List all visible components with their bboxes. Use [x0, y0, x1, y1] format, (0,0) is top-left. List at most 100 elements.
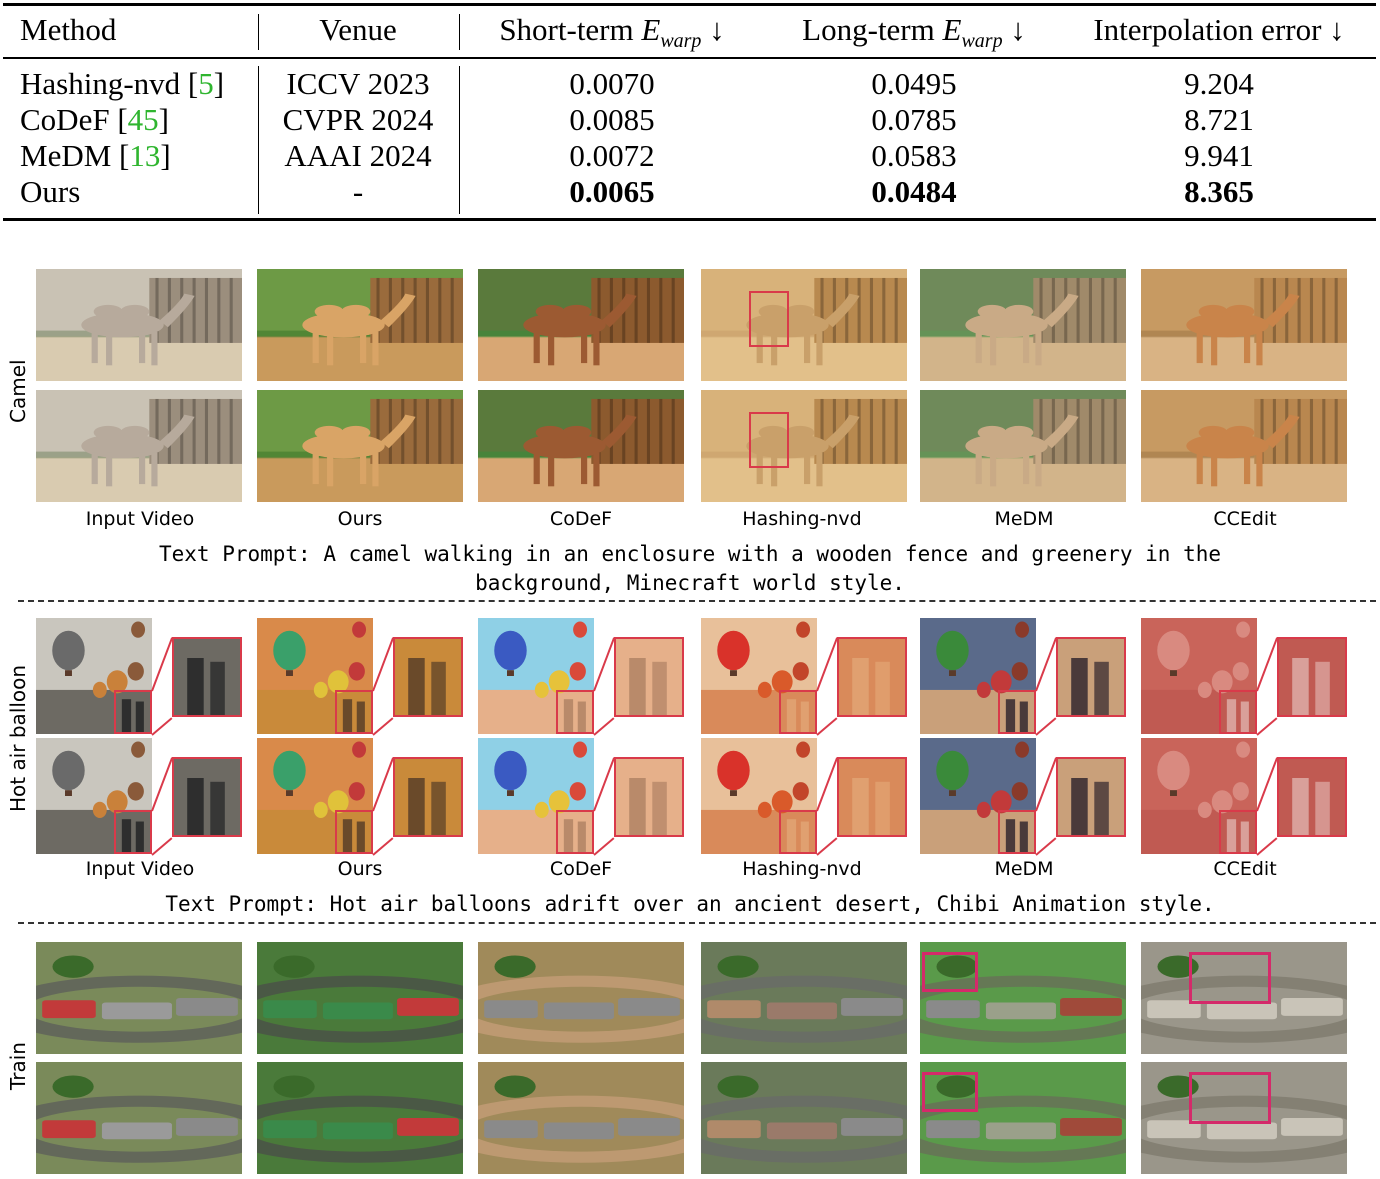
row-short-term: 0.0070 [569, 66, 655, 101]
zoom-leader-line [1035, 757, 1057, 812]
balloon-frame-medm [920, 738, 1036, 854]
column-label-medm: MeDM [994, 858, 1054, 880]
camel-frame-input-video [36, 269, 242, 381]
zoom-inset [837, 637, 907, 717]
row-long-term: 0.0484 [871, 174, 957, 209]
column-label-medm: MeDM [994, 508, 1054, 530]
train-frame-codef [478, 1062, 684, 1174]
prompt-line: Text Prompt: A camel walking in an enclo… [158, 542, 1222, 566]
zoom-inset [172, 757, 242, 837]
column-label-ccedit: CCEdit [1213, 508, 1277, 530]
section-divider [18, 600, 1376, 602]
balloon-frame-codef [478, 738, 594, 854]
row-label-hot-air-balloon: Hot air balloon [6, 664, 30, 812]
row-venue: ICCV 2023 [286, 66, 430, 101]
citation-bracket: ] [160, 138, 171, 173]
zoom-leader-line [151, 637, 173, 692]
camel-frame-medm [920, 390, 1126, 502]
zoom-leader-line [816, 637, 838, 692]
zoom-inset [1277, 757, 1347, 837]
zoom-leader-line [593, 757, 615, 812]
train-frame-medm [920, 1062, 1126, 1174]
zoom-leader-line [1256, 637, 1278, 692]
highlight-box [1219, 810, 1257, 854]
header-long-sub: warp [961, 30, 1003, 53]
camel-frame-ours [257, 269, 463, 381]
train-frame-ccedit [1141, 942, 1347, 1054]
balloon-frame-medm [920, 618, 1036, 734]
highlight-box [114, 690, 152, 734]
column-label-hashing-nvd: Hashing-nvd [742, 858, 862, 880]
zoom-leader-line [1256, 717, 1278, 736]
zoom-leader-line [1035, 717, 1057, 736]
method-name: Hashing-nvd [ [20, 66, 199, 101]
highlight-box [749, 412, 789, 468]
column-label-codef: CoDeF [549, 508, 613, 530]
row-method: Ours [20, 174, 81, 209]
camel-frame-ccedit [1141, 390, 1347, 502]
table-divider [258, 14, 259, 50]
highlight-box [556, 810, 594, 854]
header-long-e: E [942, 12, 962, 47]
train-frame-hashing-nvd [701, 1062, 907, 1174]
balloon-frame-codef [478, 618, 594, 734]
column-label-ours: Ours [337, 508, 383, 530]
zoom-leader-line [1256, 837, 1278, 856]
zoom-leader-line [593, 637, 615, 692]
citation-link[interactable]: 5 [198, 66, 214, 101]
zoom-leader-line [372, 837, 394, 856]
zoom-inset [1056, 637, 1126, 717]
camel-frame-ccedit [1141, 269, 1347, 381]
row-long-term: 0.0583 [871, 138, 957, 173]
text-prompt-balloon: Text Prompt: Hot air balloons adrift ove… [0, 890, 1380, 919]
row-interpolation: 8.365 [1184, 174, 1254, 209]
highlight-box [335, 690, 373, 734]
header-venue: Venue [319, 12, 397, 47]
table-top-rule [3, 3, 1376, 6]
citation-link[interactable]: 13 [129, 138, 161, 173]
row-method: CoDeF [45] [20, 102, 169, 138]
zoom-leader-line [816, 757, 838, 812]
highlight-box [1219, 690, 1257, 734]
citation-link[interactable]: 45 [127, 102, 159, 137]
camel-frame-ours [257, 390, 463, 502]
balloon-frame-hashing-nvd [701, 738, 817, 854]
highlight-box [922, 1072, 978, 1112]
header-short-term: Short-term Ewarp ↓ [499, 12, 724, 59]
zoom-inset [1056, 757, 1126, 837]
camel-frame-codef [478, 269, 684, 381]
train-frame-hashing-nvd [701, 942, 907, 1054]
column-label-input-video: Input Video [85, 858, 195, 880]
highlight-box [922, 952, 978, 992]
row-interpolation: 9.204 [1184, 66, 1254, 101]
row-venue: - [352, 174, 364, 209]
zoom-leader-line [1256, 757, 1278, 812]
balloon-frame-ccedit [1141, 618, 1257, 734]
citation-bracket: ] [158, 102, 169, 137]
balloon-frame-ours [257, 618, 373, 734]
header-interpolation: Interpolation error ↓ [1093, 12, 1345, 47]
highlight-box [114, 810, 152, 854]
zoom-leader-line [1035, 837, 1057, 856]
column-label-ours: Ours [337, 858, 383, 880]
header-method: Method [20, 12, 117, 47]
highlight-box [998, 810, 1036, 854]
row-label-train: Train [6, 1042, 30, 1090]
row-label-camel: Camel [6, 359, 30, 423]
header-short-sub: warp [660, 30, 702, 53]
train-frame-codef [478, 942, 684, 1054]
section-divider [18, 922, 1376, 924]
citation-bracket: ] [213, 66, 225, 101]
row-interpolation: 8.721 [1184, 102, 1254, 137]
highlight-box [335, 810, 373, 854]
prompt-line: background, Minecraft world style. [475, 571, 905, 595]
train-frame-ccedit [1141, 1062, 1347, 1174]
train-frame-ours [257, 1062, 463, 1174]
table-divider [258, 66, 259, 214]
balloon-frame-input-video [36, 618, 152, 734]
column-label-ccedit: CCEdit [1213, 858, 1277, 880]
header-long-arrow: ↓ [1010, 12, 1026, 47]
zoom-leader-line [816, 837, 838, 856]
header-short-e: E [641, 12, 661, 47]
header-long-text: Long-term [802, 12, 943, 47]
